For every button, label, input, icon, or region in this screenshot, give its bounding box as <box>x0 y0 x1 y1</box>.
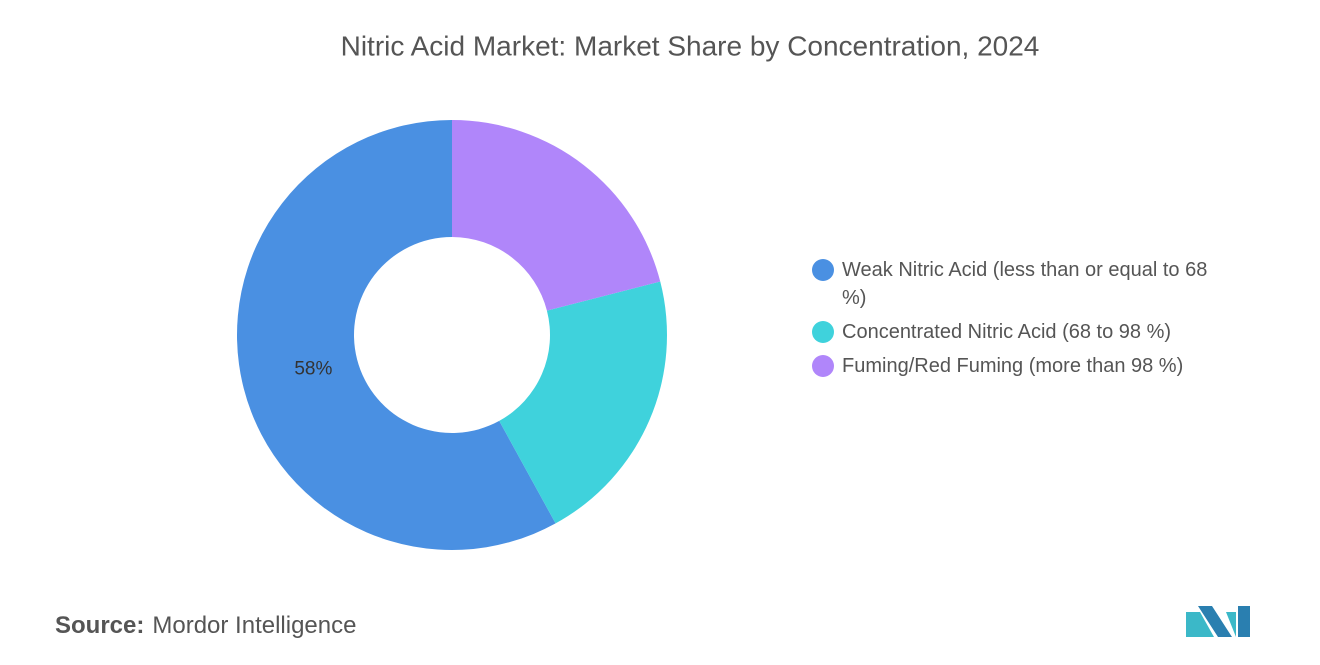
donut-segment <box>237 120 556 551</box>
legend-swatch <box>812 355 834 377</box>
donut-segment <box>499 281 667 524</box>
legend-item: Concentrated Nitric Acid (68 to 98 %) <box>812 318 1232 346</box>
logo <box>1186 606 1250 637</box>
legend-item: Weak Nitric Acid (less than or equal to … <box>812 256 1232 312</box>
legend-label: Fuming/Red Fuming (more than 98 %) <box>842 355 1184 377</box>
legend-item: Fuming/Red Fuming (more than 98 %) <box>812 352 1232 380</box>
source-label: Source: <box>55 612 145 639</box>
source: Source: Mordor Intelligence <box>55 612 356 640</box>
legend-label: Concentrated Nitric Acid (68 to 98 %) <box>842 321 1172 343</box>
donut-segment <box>452 120 661 311</box>
legend-label: Weak Nitric Acid (less than or equal to … <box>842 259 1208 309</box>
legend-swatch <box>812 259 834 281</box>
legend: Weak Nitric Acid (less than or equal to … <box>812 256 1232 386</box>
source-text: Mordor Intelligence <box>152 612 357 639</box>
data-label: 58% <box>294 358 332 379</box>
legend-swatch <box>812 321 834 343</box>
chart-title: Nitric Acid Market: Market Share by Conc… <box>341 30 1040 61</box>
